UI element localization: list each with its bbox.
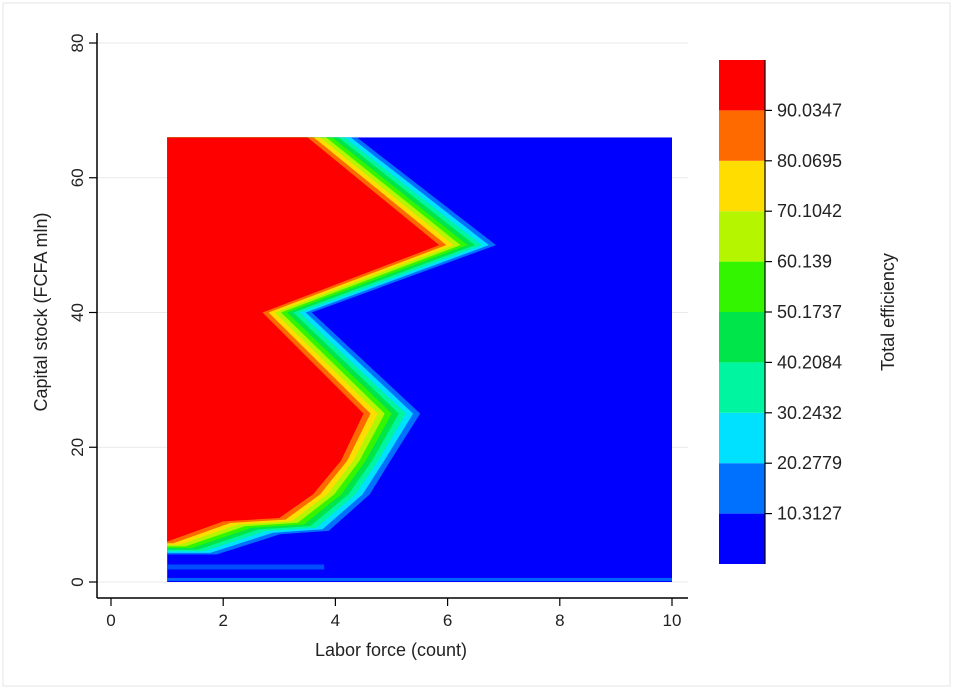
- colorbar-tick-label-7: 80.0695: [777, 151, 842, 171]
- x-tick-label-10: 10: [663, 611, 682, 630]
- contour-low-strip: [167, 577, 672, 581]
- colorbar-band-4: [719, 311, 765, 363]
- colorbar-title: Total efficiency: [878, 253, 898, 371]
- colorbar-band-5: [719, 261, 765, 312]
- colorbar-tick-label-0: 10.3127: [777, 504, 842, 524]
- contour-plot-area: [167, 137, 672, 582]
- y-axis-title: Capital stock (FCFA mln): [31, 212, 51, 411]
- colorbar-tick-label-6: 70.1042: [777, 201, 842, 221]
- colorbar-band-7: [719, 160, 765, 212]
- y-tick-label-0: 0: [68, 577, 87, 586]
- colorbar-band-3: [719, 362, 765, 413]
- colorbar-band-9: [719, 60, 765, 111]
- colorbar-tick-label-4: 50.1737: [777, 302, 842, 322]
- colorbar-band-8: [719, 110, 765, 161]
- colorbar-band-1: [719, 463, 765, 514]
- contour-low-patch: [167, 564, 325, 570]
- contour-band-9: [167, 137, 440, 542]
- x-tick-label-2: 2: [218, 611, 227, 630]
- y-tick-label-60: 60: [68, 168, 87, 187]
- axes: 0 2 4 6 8 10 0 20 40 60 80: [68, 33, 688, 630]
- x-tick-label-8: 8: [555, 611, 564, 630]
- y-tick-label-40: 40: [68, 303, 87, 322]
- colorbar-legend: 10.3127 20.2779 30.2432 40.2084 50.1737 60.13…: [719, 60, 842, 564]
- x-tick-label-0: 0: [106, 611, 115, 630]
- x-tick-label-4: 4: [331, 611, 340, 630]
- colorbar-tick-label-3: 40.2084: [777, 352, 842, 372]
- x-tick-label-6: 6: [443, 611, 452, 630]
- x-axis-title: Labor force (count): [315, 640, 467, 660]
- colorbar-band-2: [719, 412, 765, 464]
- y-tick-label-80: 80: [68, 34, 87, 53]
- colorbar-tick-label-8: 90.0347: [777, 100, 842, 120]
- contour-fills: [167, 137, 672, 582]
- colorbar-tick-label-2: 30.2432: [777, 403, 842, 423]
- colorbar-band-0: [719, 513, 765, 564]
- colorbar-tick-label-5: 60.139: [777, 252, 832, 272]
- colorbar-band-6: [719, 211, 765, 262]
- colorbar-tick-label-1: 20.2779: [777, 453, 842, 473]
- y-tick-label-20: 20: [68, 438, 87, 457]
